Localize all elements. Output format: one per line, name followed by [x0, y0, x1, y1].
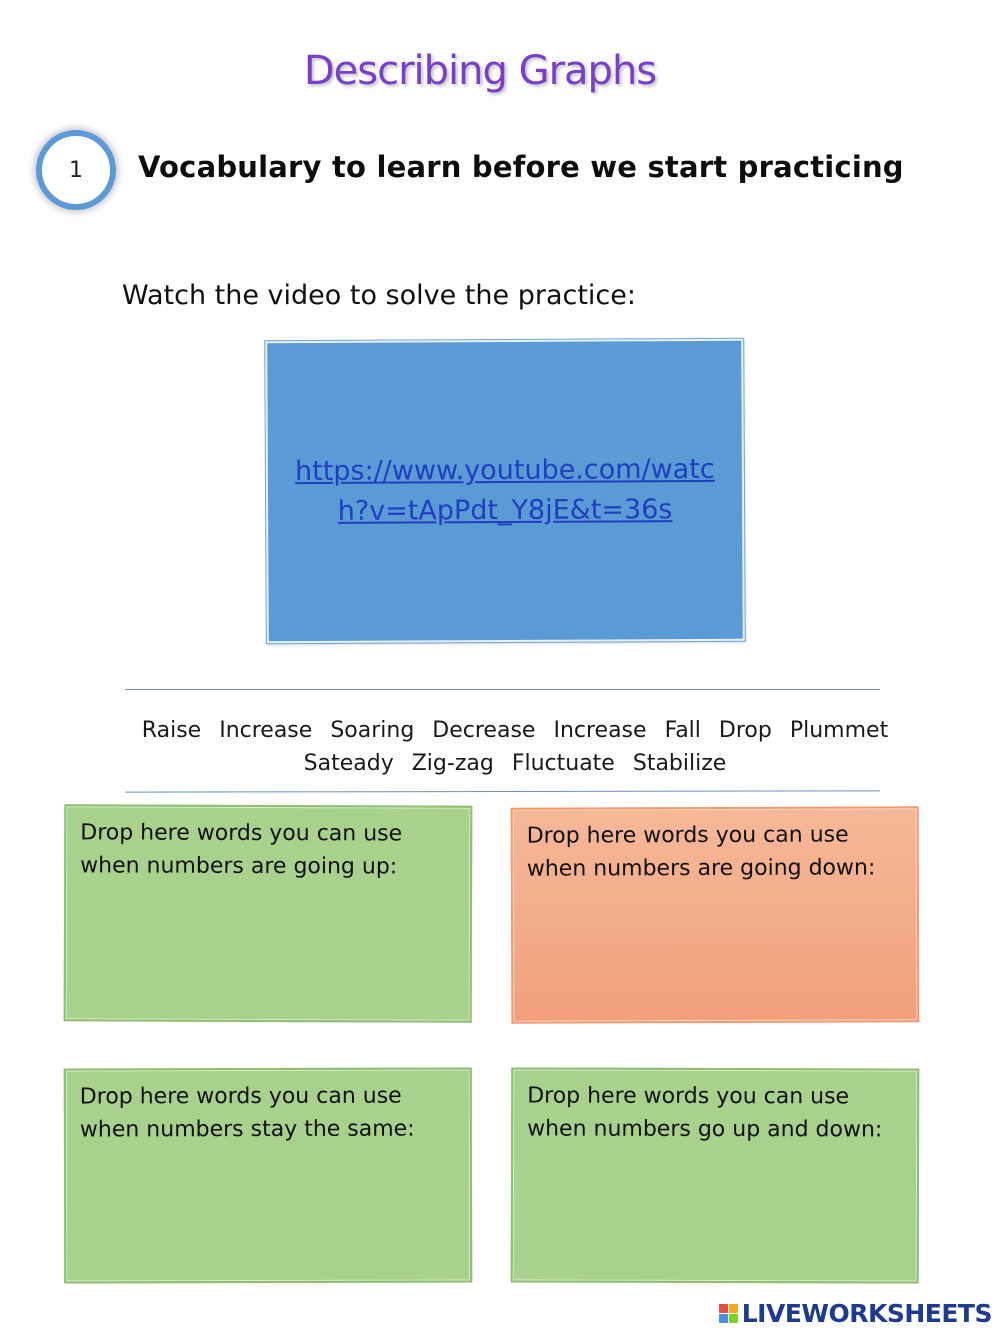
instruction-text: Watch the video to solve the practice: [122, 280, 636, 311]
draggable-word[interactable]: Raise [141, 718, 202, 743]
video-link-box: https://www.youtube.com/watch?v=tApPdt_Y… [265, 338, 745, 644]
draggable-word[interactable]: Sateady [303, 751, 394, 776]
draggable-word[interactable]: Fluctuate [511, 751, 615, 776]
draggable-word[interactable]: Fall [664, 718, 701, 743]
draggable-word[interactable]: Zig-zag [411, 751, 494, 776]
video-link[interactable]: https://www.youtube.com/watch?v=tApPdt_Y… [295, 453, 715, 527]
draggable-word[interactable]: Increase [553, 718, 647, 743]
drop-zone-stay-same[interactable]: Drop here words you can use when numbers… [63, 1067, 473, 1284]
draggable-word[interactable]: Decrease [432, 718, 536, 743]
draggable-word[interactable]: Stabilize [632, 751, 727, 776]
draggable-word[interactable]: Plummet [789, 718, 889, 743]
drop-zone-going-up[interactable]: Drop here words you can use when numbers… [63, 804, 473, 1023]
brand-text: LIVEWORKSHEETS [741, 1299, 993, 1328]
drop-zone-going-down[interactable]: Drop here words you can use when numbers… [510, 806, 920, 1024]
draggable-word[interactable]: Soaring [330, 718, 415, 743]
word-bank-top-divider [125, 689, 880, 690]
drop-zone-up-and-down[interactable]: Drop here words you can use when numbers… [510, 1067, 920, 1284]
draggable-word[interactable]: Drop [718, 718, 772, 743]
page-title: Describing Graphs [303, 48, 657, 94]
word-bank: Raise Increase Soaring Decrease Increase Fall… [120, 714, 910, 780]
liveworksheets-brand: LIVEWORKSHEETS [718, 1299, 993, 1328]
draggable-word[interactable]: Increase [219, 718, 313, 743]
step-number: 1 [69, 157, 83, 183]
liveworksheets-logo-icon [718, 1304, 738, 1323]
step-number-badge: 1 [36, 130, 116, 210]
drop-zone-label: Drop here words you can use when numbers… [80, 820, 403, 880]
section-heading: Vocabulary to learn before we start prac… [138, 150, 904, 184]
word-bank-bottom-divider [124, 790, 881, 793]
drop-zone-label: Drop here words you can use when numbers… [527, 1083, 883, 1143]
drop-zone-label: Drop here words you can use when numbers… [79, 1083, 415, 1143]
drop-zone-label: Drop here words you can use when numbers… [526, 822, 876, 882]
